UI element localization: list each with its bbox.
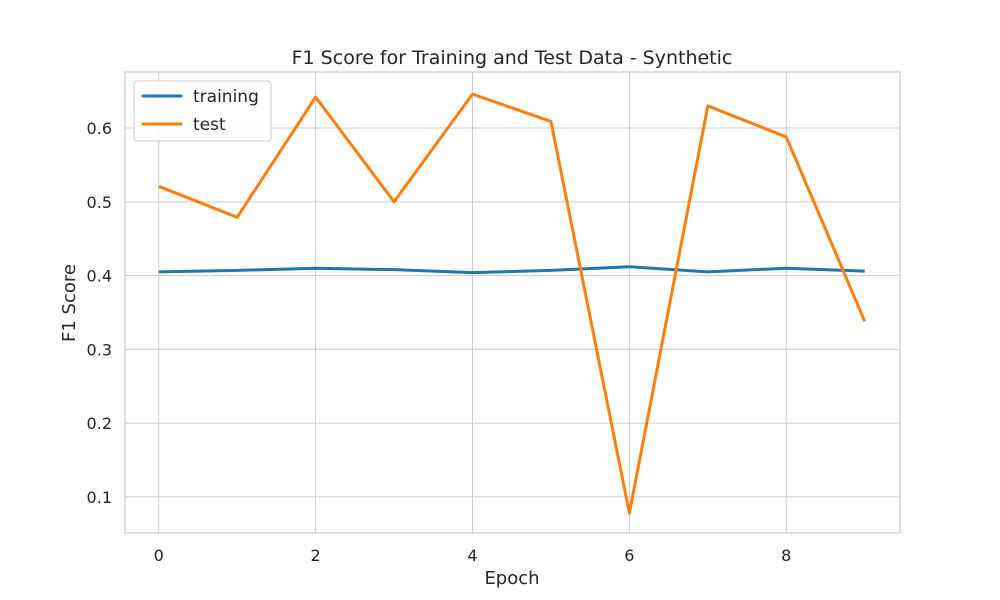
x-tick-label: 8 — [781, 546, 791, 565]
y-tick-label: 0.1 — [87, 488, 112, 507]
series-line-training — [158, 265, 865, 275]
legend-label-test: test — [193, 115, 226, 135]
y-tick-label: 0.6 — [87, 119, 112, 138]
y-tick-label: 0.3 — [87, 340, 112, 359]
x-axis-label: Epoch — [484, 568, 539, 589]
y-tick-label: 0.5 — [87, 193, 112, 212]
x-tick-labels: 0 2 4 6 8 — [154, 546, 792, 565]
x-tick-label: 0 — [154, 546, 164, 565]
series-line-test — [158, 92, 867, 515]
x-tick-label: 4 — [467, 546, 477, 565]
grid-lines — [125, 72, 900, 533]
series-lines — [158, 92, 867, 515]
y-tick-label: 0.2 — [87, 414, 112, 433]
x-tick-label: 2 — [311, 546, 321, 565]
chart-title: F1 Score for Training and Test Data - Sy… — [292, 47, 733, 69]
plot-area — [125, 72, 900, 533]
plot-frame — [124, 71, 901, 534]
y-tick-label: 0.4 — [87, 267, 112, 286]
x-tick-label: 6 — [624, 546, 634, 565]
y-tick-labels: 0.1 0.2 0.3 0.4 0.5 0.6 — [87, 119, 112, 507]
y-axis-label: F1 Score — [59, 264, 80, 342]
legend-label-training: training — [193, 87, 259, 107]
legend: training test — [133, 80, 272, 142]
